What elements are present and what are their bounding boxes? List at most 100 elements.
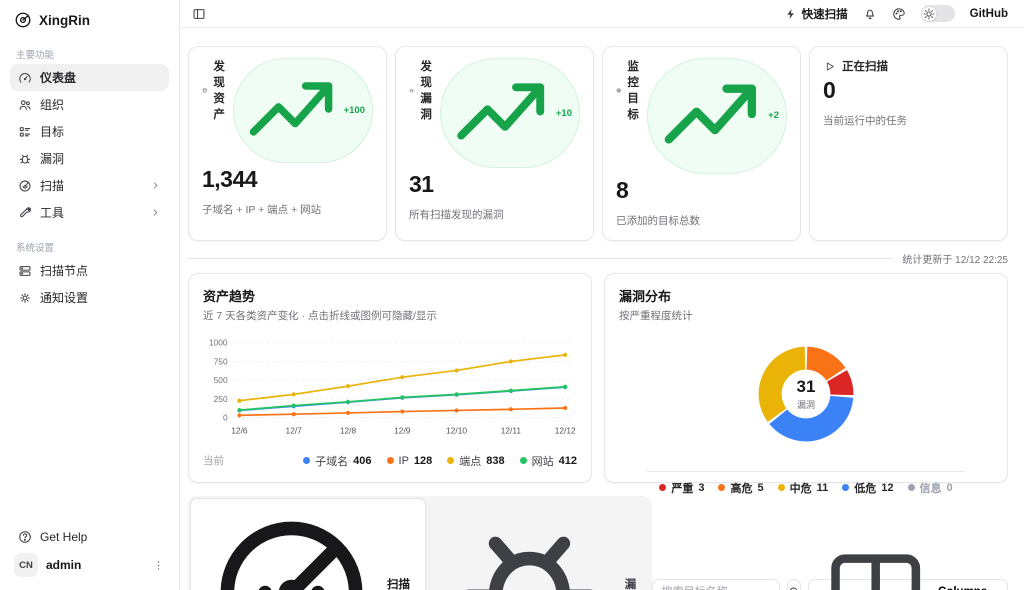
donut-legend-item[interactable]: 严重 3 bbox=[659, 480, 704, 496]
user-name: admin bbox=[46, 558, 82, 572]
search-input[interactable] bbox=[651, 579, 780, 590]
trend-up-icon bbox=[241, 61, 341, 161]
bell-icon[interactable] bbox=[863, 7, 877, 21]
donut-chart-subtitle: 按严重程度统计 bbox=[619, 309, 693, 322]
columns-icon bbox=[819, 535, 932, 590]
dots-vertical-icon[interactable] bbox=[152, 559, 165, 572]
sidebar-item-dashboard[interactable]: 仪表盘 bbox=[10, 64, 169, 91]
target-icon bbox=[616, 84, 621, 97]
app-logo[interactable]: XingRin bbox=[10, 9, 169, 29]
gauge-icon bbox=[18, 71, 32, 85]
sidebar-item-label: 工具 bbox=[40, 206, 65, 220]
sidebar-item-organization[interactable]: 组织 bbox=[10, 91, 169, 118]
bug-icon bbox=[409, 84, 414, 97]
stat-title: 发现漏洞 bbox=[420, 61, 432, 121]
svg-text:12/6: 12/6 bbox=[231, 425, 248, 435]
svg-text:12/11: 12/11 bbox=[501, 425, 522, 435]
palette-icon[interactable] bbox=[892, 7, 906, 21]
trend-legend-item[interactable]: 端点 838 bbox=[447, 453, 505, 469]
sidebar-item-scan[interactable]: 扫描 bbox=[10, 172, 169, 199]
gear-icon bbox=[18, 291, 32, 305]
svg-text:750: 750 bbox=[214, 356, 228, 366]
legend-value: 5 bbox=[757, 481, 764, 494]
tab-vulnerabilities[interactable]: 漏洞 bbox=[428, 498, 650, 590]
sidebar-item-label: 仪表盘 bbox=[40, 71, 77, 85]
donut-segment[interactable] bbox=[769, 394, 854, 441]
legend-value: 11 bbox=[816, 481, 829, 494]
sidebar-item-vulnerabilities[interactable]: 漏洞 bbox=[10, 145, 169, 172]
legend-dot bbox=[718, 484, 726, 492]
sidebar-toggle-icon[interactable] bbox=[192, 7, 206, 21]
donut-legend-item[interactable]: 高危 5 bbox=[718, 480, 764, 496]
radar-icon bbox=[18, 179, 32, 193]
donut-legend-item[interactable]: 中危 11 bbox=[777, 480, 829, 496]
donut-legend-item[interactable]: 信息 0 bbox=[907, 480, 953, 496]
donut-divider bbox=[647, 470, 965, 472]
app-name: XingRin bbox=[39, 12, 90, 28]
sidebar-item-label: 扫描 bbox=[40, 179, 65, 193]
list-icon bbox=[18, 125, 32, 139]
svg-text:12/7: 12/7 bbox=[286, 425, 303, 435]
search-button[interactable] bbox=[786, 579, 801, 590]
search-icon bbox=[788, 586, 800, 590]
svg-text:500: 500 bbox=[214, 375, 228, 385]
columns-button[interactable]: Columns bbox=[807, 554, 1008, 590]
donut-legend-item[interactable]: 低危 12 bbox=[842, 480, 894, 496]
legend-dot bbox=[303, 457, 311, 465]
sidebar-item-notifications[interactable]: 通知设置 bbox=[10, 284, 169, 311]
sidebar-item-scan-nodes[interactable]: 扫描节点 bbox=[10, 257, 169, 284]
sidebar-item-label: 漏洞 bbox=[40, 152, 65, 166]
trend-chart-title: 资产趋势 bbox=[203, 288, 256, 304]
chevron-right-icon bbox=[150, 207, 161, 218]
sidebar-item-targets[interactable]: 目标 bbox=[10, 118, 169, 145]
svg-text:0: 0 bbox=[223, 412, 228, 422]
avatar: CN bbox=[14, 553, 38, 577]
legend-value: 128 bbox=[413, 454, 433, 467]
quick-scan-button[interactable]: 快速扫描 bbox=[785, 6, 848, 22]
donut-segment[interactable] bbox=[758, 346, 807, 422]
stat-title: 发现资产 bbox=[213, 61, 225, 121]
legend-name: 中危 bbox=[789, 482, 812, 495]
legend-dot bbox=[386, 457, 394, 465]
stats-row: 发现资产 +100 1,344 子域名 + IP + 端点 + 网站 发现漏洞 … bbox=[188, 46, 1008, 241]
bug-icon bbox=[18, 152, 32, 166]
trend-line-chart[interactable]: 0 250 500 750 1000 12/6 12/7 12/8 12/9 12/10 12/11… bbox=[203, 329, 577, 451]
tab-scan-history[interactable]: 扫描历史 bbox=[190, 497, 426, 590]
donut-legend: 严重 3 高危 5 中危 11 低危 12 信息 0 bbox=[619, 480, 993, 496]
vuln-donut-chart[interactable] bbox=[737, 325, 875, 463]
trend-legend-item[interactable]: IP 128 bbox=[386, 453, 433, 469]
theme-toggle[interactable] bbox=[920, 5, 955, 22]
legend-name: 高危 bbox=[730, 482, 753, 495]
legend-value: 12 bbox=[881, 481, 894, 494]
stat-value: 0 bbox=[823, 77, 836, 103]
trend-legend: 当前 子域名 406 IP 128 端点 838 网站 412 bbox=[203, 453, 577, 469]
dashboard-content: 发现资产 +100 1,344 子域名 + IP + 端点 + 网站 发现漏洞 … bbox=[180, 28, 1024, 590]
user-menu[interactable]: CN admin bbox=[10, 550, 169, 580]
sidebar-item-label: 通知设置 bbox=[40, 291, 89, 305]
tabs-group: 扫描历史 漏洞 bbox=[188, 495, 652, 590]
legend-name: 信息 bbox=[919, 482, 942, 495]
stat-value: 8 bbox=[616, 176, 629, 203]
sidebar-section-main-label: 主要功能 bbox=[16, 50, 55, 61]
donut-segment[interactable] bbox=[826, 369, 854, 395]
get-help-link[interactable]: Get Help bbox=[10, 523, 169, 550]
legend-name: 网站 bbox=[531, 455, 554, 468]
legend-value: 0 bbox=[946, 481, 953, 494]
trend-up-icon bbox=[448, 61, 553, 166]
table-toolbar: 扫描历史 漏洞 Columns bbox=[188, 495, 1008, 590]
trend-up-icon bbox=[655, 61, 766, 172]
trend-legend-item[interactable]: 子域名 406 bbox=[303, 453, 372, 469]
stat-subtitle: 子域名 + IP + 端点 + 网站 bbox=[202, 204, 322, 217]
stat-card-assets: 发现资产 +100 1,344 子域名 + IP + 端点 + 网站 bbox=[188, 46, 387, 241]
stat-subtitle: 当前运行中的任务 bbox=[823, 115, 907, 127]
radar-icon bbox=[201, 502, 382, 590]
sidebar: XingRin 主要功能 仪表盘 组织 目标 漏洞 扫描 工具 bbox=[0, 0, 180, 590]
sidebar-item-tools[interactable]: 工具 bbox=[10, 199, 169, 226]
trend-legend-item[interactable]: 网站 412 bbox=[519, 453, 577, 469]
donut-segment[interactable] bbox=[805, 346, 846, 381]
trend-up-badge: +100 bbox=[232, 58, 373, 164]
legend-value: 412 bbox=[558, 454, 577, 467]
trend-legend-prefix: 当前 bbox=[203, 455, 224, 468]
github-link[interactable]: GitHub bbox=[969, 7, 1008, 20]
